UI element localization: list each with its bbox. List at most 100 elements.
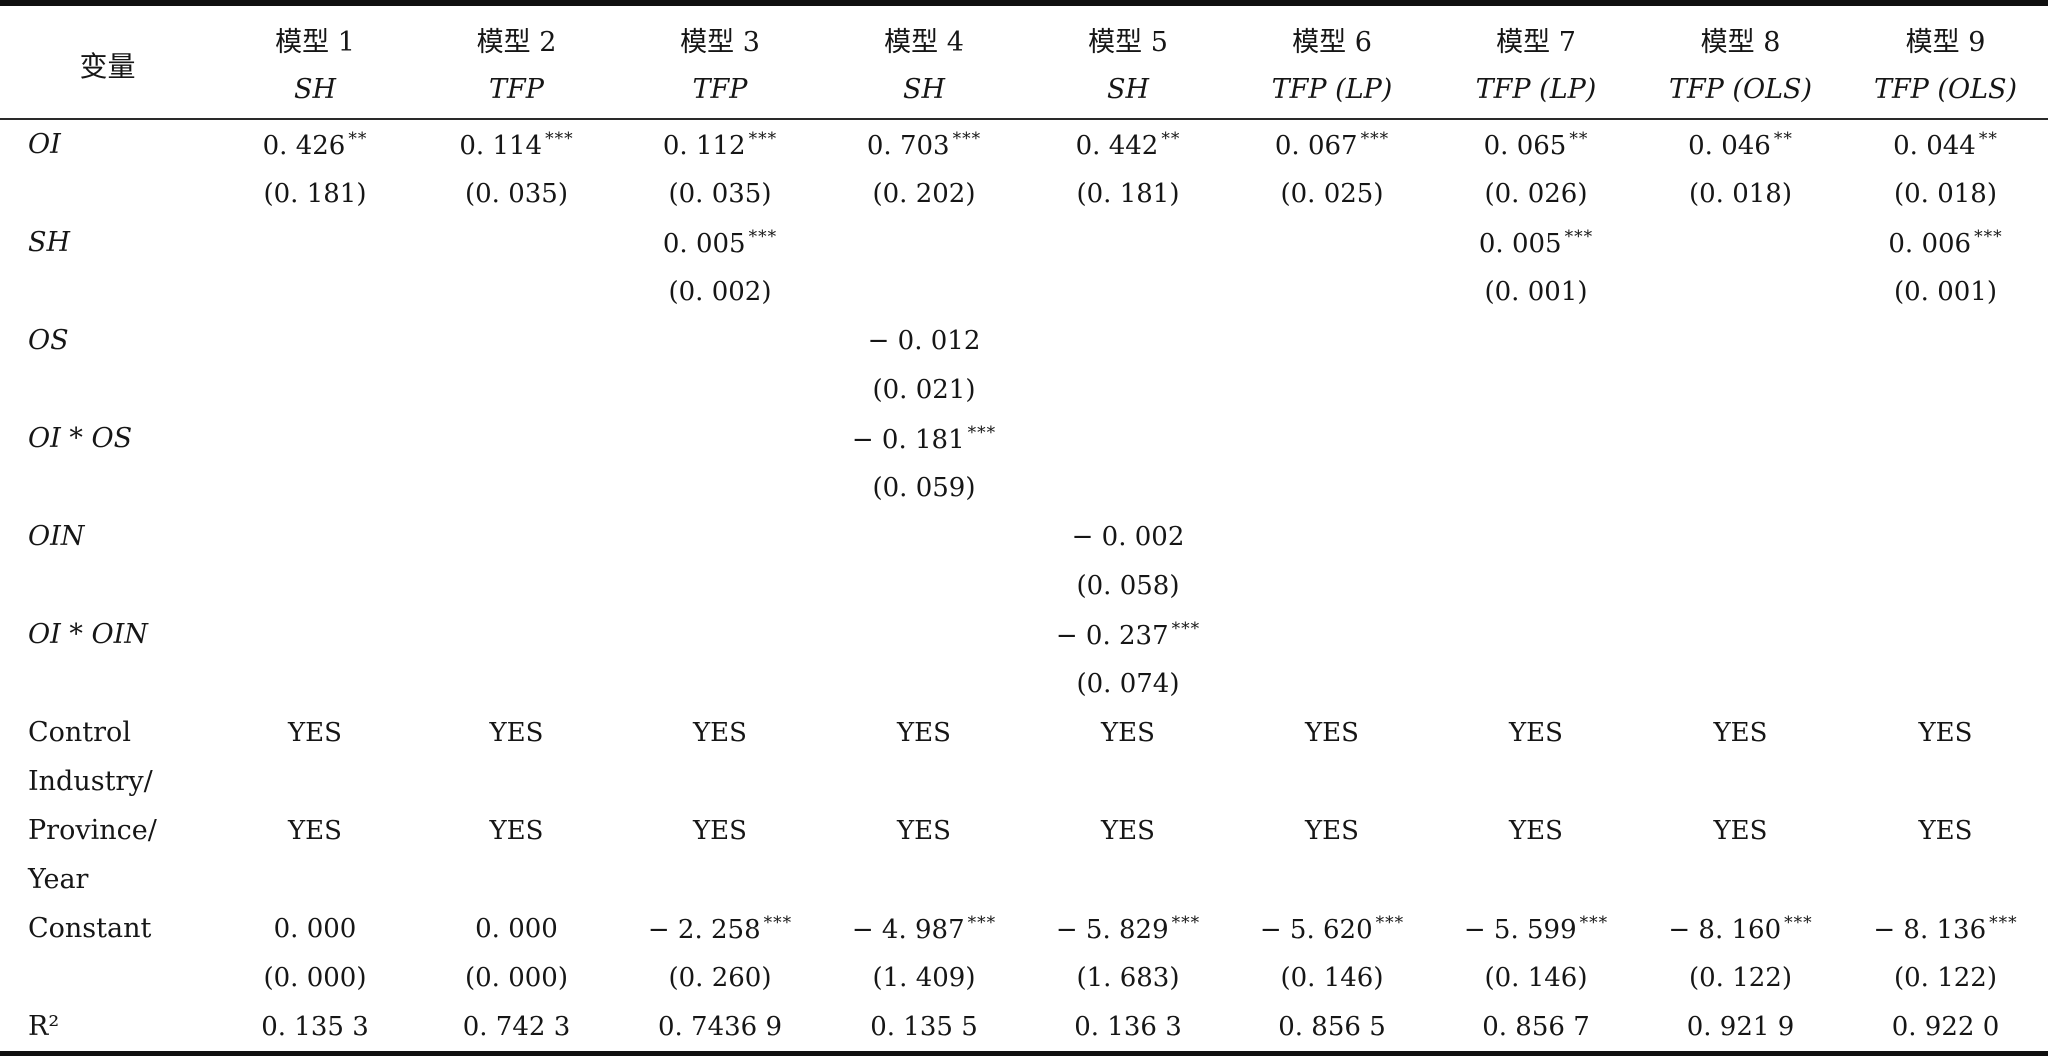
- value-cell: (0. 260): [668, 962, 772, 993]
- significance-stars: ***: [1375, 912, 1405, 933]
- value-cell: [215, 218, 415, 267]
- value-cell: [1026, 757, 1230, 806]
- value-cell: [1026, 218, 1230, 267]
- value-cell: [1843, 463, 2048, 512]
- value-cell: (0. 122): [1894, 962, 1997, 993]
- table-row: OI * OIN − 0. 237 ***: [0, 610, 2048, 659]
- value-cell: [822, 855, 1026, 904]
- value-cell: − 5. 829 ***: [1055, 912, 1201, 945]
- model-header: 模型 5: [1088, 26, 1168, 58]
- row-label: OI * OS: [28, 423, 133, 454]
- row-label: Constant: [28, 913, 152, 944]
- value-cell: (0. 000): [263, 962, 367, 993]
- table-row: Year: [0, 855, 2048, 904]
- value-cell: [618, 316, 822, 365]
- value-cell: [1638, 610, 1843, 659]
- value-cell: [415, 414, 618, 463]
- value-cell: [1434, 512, 1638, 561]
- value-cell: [1230, 316, 1434, 365]
- value-cell: [415, 316, 618, 365]
- value-cell: (0. 035): [465, 178, 568, 209]
- significance-stars: **: [1161, 128, 1181, 149]
- value-cell: [1434, 414, 1638, 463]
- value-cell: [1638, 757, 1843, 806]
- value-cell: − 0. 002: [1071, 521, 1185, 552]
- value-cell: YES: [897, 717, 951, 748]
- significance-stars: ***: [1171, 912, 1201, 933]
- table-row: OIN − 0. 002: [0, 512, 2048, 561]
- value-cell: 0. 136 3: [1074, 1011, 1182, 1042]
- table-row: OI 0. 426 ** 0. 114 *** 0. 112 *** 0. 703 *** 0. …: [0, 119, 2048, 169]
- value-cell: (0. 021): [872, 374, 976, 405]
- value-cell: [1843, 855, 2048, 904]
- value-cell: 0. 112 ***: [662, 128, 778, 161]
- value-cell: (1. 683): [1076, 962, 1180, 993]
- value-cell: [822, 561, 1026, 610]
- value-cell: YES: [1713, 815, 1768, 846]
- significance-stars: ***: [952, 128, 982, 149]
- significance-stars: ***: [748, 128, 778, 149]
- significance-stars: ***: [1579, 912, 1609, 933]
- value-cell: YES: [1918, 717, 1973, 748]
- value-cell: 0. 065 **: [1483, 128, 1589, 161]
- value-cell: YES: [1918, 815, 1973, 846]
- table-row: (0. 074): [0, 659, 2048, 708]
- value-cell: 0. 000: [475, 913, 558, 944]
- value-cell: [415, 365, 618, 414]
- value-cell: 0. 044 **: [1893, 128, 1998, 161]
- column-header-variable: 变量: [79, 50, 136, 83]
- table-row: R² 0. 135 3 0. 742 3 0. 7436 9 0. 135 5 0. 13…: [0, 1002, 2048, 1055]
- value-cell: [1434, 659, 1638, 708]
- value-cell: 0. 005 ***: [662, 226, 778, 259]
- value-cell: YES: [1713, 717, 1768, 748]
- value-cell: [618, 414, 822, 463]
- value-cell: 0. 426 **: [262, 128, 368, 161]
- value-cell: [1638, 855, 1843, 904]
- significance-stars: ***: [1360, 128, 1390, 149]
- significance-stars: ***: [1989, 912, 2018, 933]
- dependent-variable-header: SH: [1106, 73, 1150, 105]
- table-row: (0. 021): [0, 365, 2048, 414]
- table-header: 变量 模型 1 模型 2 模型 3 模型 4 模型 5 模型 6 模型 7 模型 8 模型 9 …: [0, 3, 2048, 119]
- value-cell: [415, 659, 618, 708]
- value-cell: [415, 512, 618, 561]
- value-cell: (0. 002): [668, 276, 772, 307]
- value-cell: [415, 561, 618, 610]
- value-cell: [1843, 659, 2048, 708]
- value-cell: [822, 218, 1026, 267]
- row-label: OI: [28, 129, 61, 160]
- value-cell: [215, 855, 415, 904]
- value-cell: [822, 610, 1026, 659]
- model-header: 模型 9: [1905, 26, 1986, 58]
- row-label: [0, 953, 215, 1002]
- significance-stars: ***: [1974, 226, 2003, 247]
- value-cell: [1843, 610, 2048, 659]
- model-header: 模型 4: [884, 26, 964, 58]
- value-cell: [1230, 218, 1434, 267]
- value-cell: [1638, 561, 1843, 610]
- value-cell: [1843, 365, 2048, 414]
- model-header: 模型 1: [275, 26, 355, 58]
- value-cell: − 0. 181 ***: [851, 422, 997, 455]
- value-cell: [1230, 757, 1434, 806]
- significance-stars: **: [348, 128, 368, 149]
- table-row: OI * OS − 0. 181 ***: [0, 414, 2048, 463]
- value-cell: [415, 610, 618, 659]
- value-cell: [1638, 267, 1843, 316]
- significance-stars: ***: [748, 226, 778, 247]
- value-cell: [618, 855, 822, 904]
- value-cell: [618, 463, 822, 512]
- value-cell: 0. 000: [273, 913, 357, 944]
- model-header: 模型 3: [680, 26, 760, 58]
- value-cell: (0. 018): [1689, 178, 1792, 209]
- significance-stars: ***: [967, 422, 997, 443]
- value-cell: [415, 267, 618, 316]
- value-cell: − 5. 599 ***: [1463, 912, 1609, 945]
- value-cell: (0. 059): [872, 472, 976, 503]
- value-cell: [1026, 855, 1230, 904]
- value-cell: [1843, 414, 2048, 463]
- value-cell: [1026, 414, 1230, 463]
- dependent-variable-header: SH: [293, 73, 337, 105]
- table-row: Control YES YES YES YES YES YES YES YES YES: [0, 708, 2048, 757]
